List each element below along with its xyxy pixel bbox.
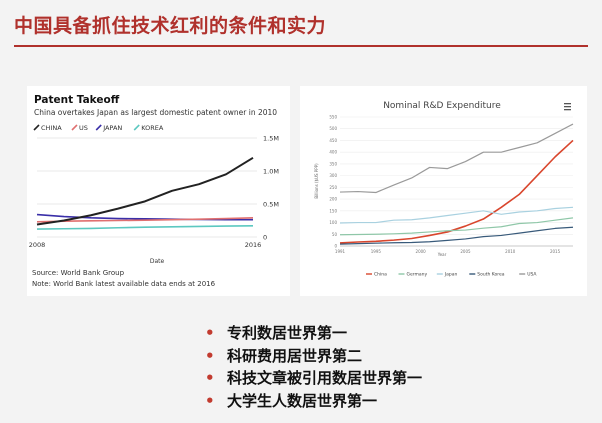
legend-label: JAPAN xyxy=(102,124,122,132)
y-axis-ticks: 0 0.5M 1.0M 1.5M xyxy=(263,135,279,242)
chart-source: Source: World Bank Group xyxy=(32,269,125,277)
series-line-south-korea xyxy=(339,226,574,245)
chart-series-lines xyxy=(36,156,254,230)
legend-label[interactable]: USA xyxy=(527,272,537,278)
series-line-usa xyxy=(339,123,574,194)
x-tick-label: 2016 xyxy=(245,241,262,249)
legend-swatch xyxy=(33,124,40,131)
legend-swatch xyxy=(95,124,102,131)
y-tick-label: 0.5M xyxy=(263,201,279,209)
series-line-china xyxy=(36,156,254,226)
series-line-korea xyxy=(36,224,254,230)
patent-chart-svg: Patent Takeoff China overtakes Japan as … xyxy=(29,94,279,288)
legend-label: KOREA xyxy=(141,124,164,132)
y-tick-label: 0 xyxy=(263,234,267,242)
series-line-germany xyxy=(339,217,574,236)
bullet-item: • 专利数居世界第一 xyxy=(205,322,422,345)
chart-title: Nominal R&D Expenditure xyxy=(383,101,501,111)
legend-label[interactable]: Japan xyxy=(444,272,458,278)
bullet-item: • 科技文章被引用数居世界第一 xyxy=(205,367,422,390)
bullet-dot: • xyxy=(205,391,215,410)
patent-takeoff-chart: Patent Takeoff China overtakes Japan as … xyxy=(27,86,290,296)
series-line-japan xyxy=(36,213,253,221)
chart-legend: CHINA US JAPAN KOREA xyxy=(33,124,164,132)
bullet-text: 科技文章被引用数居世界第一 xyxy=(227,369,423,387)
slide-title: 中国具备抓住技术红利的条件和实力 xyxy=(14,15,327,37)
legend-label[interactable]: Germany xyxy=(407,272,428,278)
y-tick-label: 400 xyxy=(329,150,337,155)
x-tick-label: 2010 xyxy=(505,249,516,254)
y-tick-label: 50 xyxy=(332,232,338,237)
chart-note: Note: World Bank latest available data e… xyxy=(32,280,216,288)
x-tick-label: 2008 xyxy=(29,241,46,249)
bullet-text: 科研费用居世界第二 xyxy=(227,346,363,365)
bullet-item: • 大学生人数居世界第一 xyxy=(205,390,422,413)
chart-legend: China Germany Japan South Korea USA xyxy=(366,272,537,278)
chart-series-lines xyxy=(339,123,574,245)
y-tick-label: 450 xyxy=(329,138,337,143)
x-tick-label: 1995 xyxy=(371,249,382,254)
y-tick-label: 250 xyxy=(329,185,337,190)
y-tick-label: 300 xyxy=(329,173,337,178)
bullet-item: • 科研费用居世界第二 xyxy=(205,345,422,368)
y-tick-label: 0 xyxy=(334,244,337,249)
x-axis-label: Year xyxy=(437,252,447,257)
y-axis-label: Billions ($US PPP) xyxy=(314,163,319,199)
bullet-text: 专利数居世界第一 xyxy=(227,324,348,342)
chart-grid xyxy=(340,116,573,247)
hamburger-icon[interactable] xyxy=(564,103,571,111)
y-tick-label: 1.0M xyxy=(263,168,279,176)
series-line-china xyxy=(339,139,574,244)
key-points-list: • 专利数居世界第一 • 科研费用居世界第二 • 科技文章被引用数居世界第一 • 大学生… xyxy=(205,322,422,412)
series-line-us xyxy=(36,217,254,223)
legend-swatch xyxy=(133,124,140,131)
series-line-japan xyxy=(339,206,574,224)
y-tick-label: 350 xyxy=(329,161,337,166)
y-tick-label: 150 xyxy=(329,208,337,213)
legend-label: CHINA xyxy=(41,124,62,132)
x-axis-ticks: 1991 1995 2000 2005 2010 2015 xyxy=(335,249,561,254)
bullet-dot: • xyxy=(205,369,215,387)
legend-label[interactable]: China xyxy=(374,272,387,278)
chart-subtitle: China overtakes Japan as largest domesti… xyxy=(34,108,277,117)
y-tick-label: 500 xyxy=(329,126,337,131)
rd-expenditure-chart: Nominal R&D Expenditure 0 50 100 150 200 250 3… xyxy=(300,86,587,296)
title-divider xyxy=(14,45,588,47)
bullet-dot: • xyxy=(205,346,215,365)
x-axis-ticks: 2008 2016 xyxy=(29,241,262,249)
bullet-dot: • xyxy=(205,324,215,342)
x-axis-label: Date xyxy=(150,258,165,265)
y-tick-label: 100 xyxy=(329,220,337,225)
bullet-text: 大学生人数居世界第一 xyxy=(227,391,378,410)
x-tick-label: 2000 xyxy=(416,249,427,254)
y-tick-label: 1.5M xyxy=(263,135,279,143)
y-axis-ticks: 0 50 100 150 200 250 300 350 400 450 500 550 xyxy=(329,115,337,249)
chart-title: Patent Takeoff xyxy=(34,94,120,106)
x-tick-label: 2005 xyxy=(460,249,471,254)
y-tick-label: 200 xyxy=(329,197,337,202)
legend-label: US xyxy=(79,124,88,132)
legend-swatch xyxy=(71,124,78,131)
chart-grid xyxy=(37,137,257,238)
rd-chart-svg: Nominal R&D Expenditure 0 50 100 150 200 250 3… xyxy=(314,101,574,278)
x-tick-label: 1991 xyxy=(335,249,346,254)
y-tick-label: 550 xyxy=(329,115,337,120)
legend-label[interactable]: South Korea xyxy=(477,272,505,278)
x-tick-label: 2015 xyxy=(550,249,561,254)
